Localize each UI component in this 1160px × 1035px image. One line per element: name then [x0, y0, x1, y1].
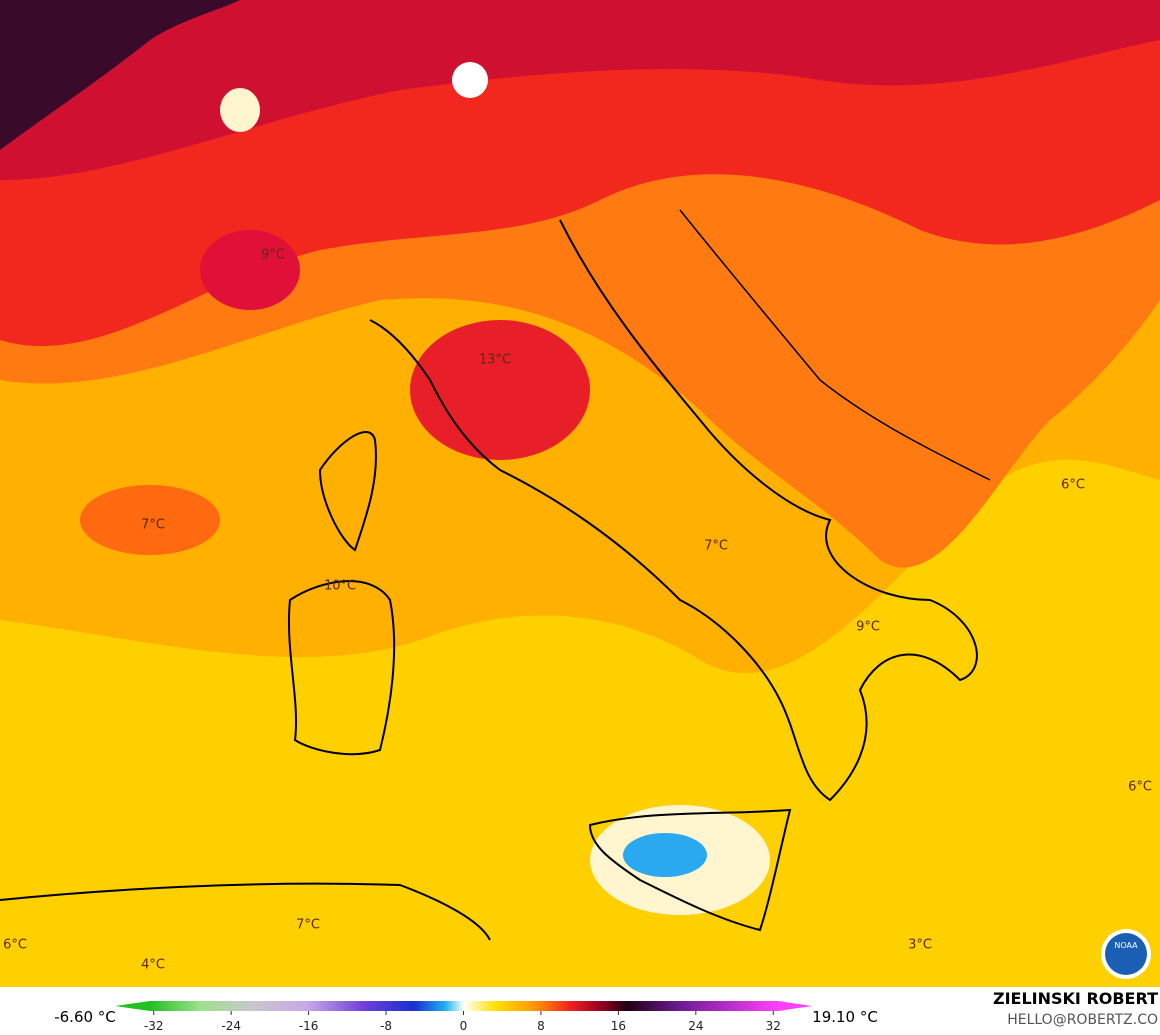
map-label: 6°C	[1128, 780, 1152, 795]
map-label: 6°C	[1061, 478, 1085, 493]
colorbar-tick-label: -24	[221, 1019, 241, 1033]
contact: HELLO@ROBERTZ.CO	[1007, 1012, 1158, 1028]
map-label: 6°C	[3, 938, 27, 953]
map-label: 7°C	[296, 918, 320, 933]
map-label: 10°C	[324, 579, 356, 594]
map-area	[0, 0, 1160, 987]
noaa-logo: NOAA	[1101, 929, 1151, 979]
colorbar-tick-label: 0	[460, 1019, 468, 1033]
colorbar-max: 19.10 °C	[812, 1008, 878, 1026]
colorbar-tick-label: 16	[611, 1019, 626, 1033]
map-label: 13°C	[479, 353, 511, 368]
colorbar-tick-label: -8	[380, 1019, 392, 1033]
colorbar	[115, 1001, 812, 1011]
map-label: 3°C	[908, 938, 932, 953]
logo-text: NOAA	[1114, 941, 1138, 950]
colorbar-tick-label: -32	[144, 1019, 164, 1033]
map-label: 7°C	[141, 518, 165, 533]
colorbar-tick-label: 24	[688, 1019, 703, 1033]
map-label: 4°C	[141, 958, 165, 973]
colorbar-tick-label: -16	[299, 1019, 319, 1033]
map-label: 7°C	[704, 539, 728, 554]
colorbar-tick-label: 32	[766, 1019, 781, 1033]
colorbar-tick-label: 8	[537, 1019, 545, 1033]
colorbar-min: -6.60 °C	[54, 1008, 116, 1026]
map-label: 9°C	[856, 620, 880, 635]
map-label: 9°C	[261, 248, 285, 263]
author: ZIELINSKI ROBERT	[993, 989, 1158, 1008]
